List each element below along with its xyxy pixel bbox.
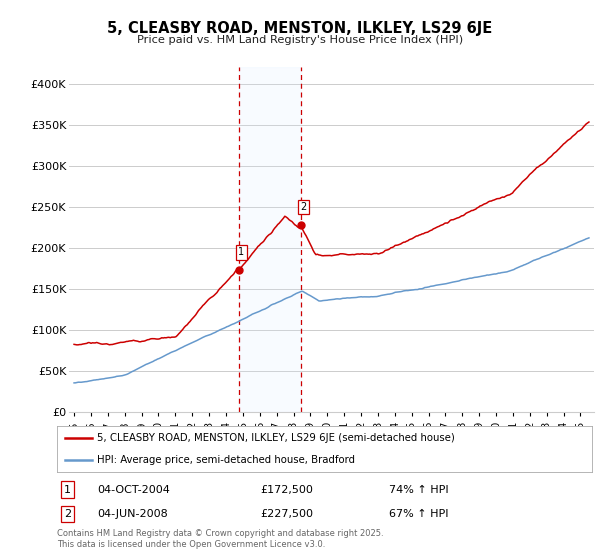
- Text: 1: 1: [64, 484, 71, 494]
- Text: £227,500: £227,500: [260, 509, 313, 519]
- Text: Price paid vs. HM Land Registry's House Price Index (HPI): Price paid vs. HM Land Registry's House …: [137, 35, 463, 45]
- Text: 04-OCT-2004: 04-OCT-2004: [97, 484, 170, 494]
- Text: 2: 2: [64, 509, 71, 519]
- Text: £172,500: £172,500: [260, 484, 313, 494]
- Text: 04-JUN-2008: 04-JUN-2008: [97, 509, 168, 519]
- Text: 2: 2: [300, 202, 306, 212]
- Text: Contains HM Land Registry data © Crown copyright and database right 2025.
This d: Contains HM Land Registry data © Crown c…: [57, 529, 383, 549]
- Text: 74% ↑ HPI: 74% ↑ HPI: [389, 484, 448, 494]
- Text: 67% ↑ HPI: 67% ↑ HPI: [389, 509, 448, 519]
- Bar: [239, 67, 301, 412]
- Text: 1: 1: [238, 247, 244, 257]
- Text: HPI: Average price, semi-detached house, Bradford: HPI: Average price, semi-detached house,…: [97, 455, 355, 465]
- Text: 5, CLEASBY ROAD, MENSTON, ILKLEY, LS29 6JE: 5, CLEASBY ROAD, MENSTON, ILKLEY, LS29 6…: [107, 21, 493, 36]
- Text: 5, CLEASBY ROAD, MENSTON, ILKLEY, LS29 6JE (semi-detached house): 5, CLEASBY ROAD, MENSTON, ILKLEY, LS29 6…: [97, 433, 455, 443]
